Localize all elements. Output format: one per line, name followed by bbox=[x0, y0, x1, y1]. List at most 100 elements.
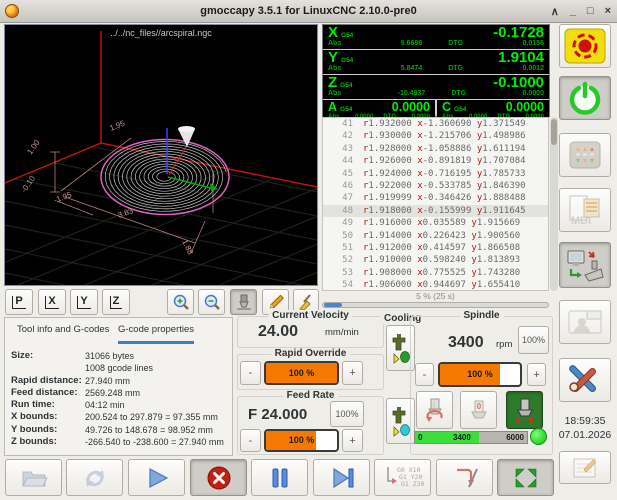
skip-block-button[interactable] bbox=[436, 459, 493, 496]
gcode-line[interactable]: 46 r1.922000 x-0.533785 y1.846390 bbox=[342, 180, 526, 191]
pause-button[interactable] bbox=[251, 459, 308, 496]
mdi-mode-button[interactable]: MDI bbox=[559, 188, 611, 232]
feed-reset-label: 100% bbox=[335, 409, 359, 419]
shade-button[interactable]: ∧ bbox=[550, 5, 559, 18]
dro-axis-z[interactable]: Z G54 -0.1000 Abs -10.4937 DTG 0.0000 bbox=[323, 75, 549, 99]
gcode-line[interactable]: 43 r1.928000 x-1.058886 y1.611194 bbox=[342, 143, 526, 154]
feed-reset-button[interactable]: 100% bbox=[330, 401, 364, 427]
tab-gcode-properties[interactable]: G-code properties bbox=[118, 324, 195, 344]
dro-axis-letter: Z bbox=[328, 74, 338, 91]
view-y-button[interactable]: Y bbox=[70, 289, 98, 315]
gcode-line[interactable]: 44 r1.926000 x-0.891819 y1.707084 bbox=[342, 156, 526, 167]
spindle-plus-button[interactable]: + bbox=[527, 363, 546, 386]
current-velocity-title: Current Velocity bbox=[268, 310, 353, 321]
feed-rate-slider[interactable]: 100 % bbox=[264, 429, 339, 452]
skip-block-icon bbox=[456, 468, 478, 487]
dro-axis-y[interactable]: Y G54 1.9104 Abs 5.8474 DTG 0.0012 bbox=[323, 50, 549, 74]
dimension-label: 1.00 bbox=[25, 138, 42, 156]
auto-mode-button[interactable] bbox=[559, 242, 611, 288]
spindle-rpm-unit: rpm bbox=[496, 339, 513, 350]
notepad-icon bbox=[573, 458, 596, 477]
rapid-override-frame: Rapid Override bbox=[237, 348, 384, 390]
gcode-line[interactable]: 53 r1.908000 x0.775525 y1.743280 bbox=[342, 267, 521, 278]
reload-button[interactable] bbox=[66, 459, 123, 496]
dro-abs-label: Abs bbox=[328, 40, 342, 47]
dimension-label: 1.95 bbox=[108, 118, 126, 132]
current-velocity-unit: mm/min bbox=[325, 327, 359, 338]
user-setup-button[interactable] bbox=[559, 300, 611, 344]
loaded-file-label: ../../nc_files//arcspiral.ngc bbox=[110, 28, 212, 38]
machine-on-button[interactable] bbox=[559, 76, 611, 120]
zoom-in-button[interactable] bbox=[167, 289, 194, 315]
gcode-line[interactable]: 48 r1.918000 x-0.155999 y1.911645 bbox=[323, 204, 548, 218]
view-x-button[interactable]: X bbox=[38, 289, 66, 315]
spindle-override-slider[interactable]: 100 % bbox=[438, 362, 522, 387]
run-progress-fill bbox=[324, 303, 342, 307]
feed-rate-value: 100 % bbox=[288, 435, 315, 445]
dro-abs-label: Abs bbox=[328, 65, 342, 72]
zoom-out-button[interactable] bbox=[198, 289, 225, 315]
gcode-line[interactable]: 49 r1.916000 x0.035589 y1.915669 bbox=[342, 218, 521, 229]
clock-time: 18:59:35 bbox=[564, 415, 606, 427]
gcode-line[interactable]: 45 r1.924000 x-0.716195 y1.785733 bbox=[342, 168, 526, 179]
flood-icon bbox=[392, 407, 410, 437]
estop-button[interactable] bbox=[559, 24, 611, 68]
rapid-minus-button[interactable]: - bbox=[240, 361, 261, 385]
run-from-line-button[interactable]: G0 X10 G1 Y20 G1 Z30 bbox=[374, 459, 431, 496]
gcode-line[interactable]: 51 r1.912000 x0.414597 y1.866508 bbox=[342, 242, 521, 253]
close-button[interactable]: × bbox=[604, 5, 611, 17]
dro-axis-letter: A bbox=[328, 100, 338, 114]
stop-button[interactable] bbox=[190, 459, 247, 496]
open-file-button[interactable] bbox=[5, 459, 62, 496]
mist-icon bbox=[392, 334, 410, 364]
dro-dtg-label: DTG bbox=[448, 40, 463, 47]
gcode-line[interactable]: 50 r1.914000 x0.226423 y1.900560 bbox=[342, 230, 521, 241]
mdi-icon: MDI bbox=[569, 195, 600, 227]
spindle-minus-button[interactable]: - bbox=[415, 363, 434, 386]
gcode-scrollbar[interactable] bbox=[550, 117, 558, 291]
rapid-plus-button[interactable]: + bbox=[342, 361, 363, 385]
dro-abs-value: 9.6698 bbox=[400, 40, 423, 47]
view-p-button[interactable]: P bbox=[5, 289, 33, 315]
manual-mode-button[interactable] bbox=[559, 133, 611, 177]
dro-axis-x[interactable]: X G54 -0.1728 Abs 9.6698 DTG 0.0156 bbox=[323, 25, 549, 49]
feed-plus-button[interactable]: + bbox=[342, 429, 363, 452]
spindle-stop-button[interactable]: 0 bbox=[460, 391, 497, 429]
dro-axis-c[interactable]: C G54 0.0000 Abs 0.0000 DTG 0.0000 bbox=[437, 100, 549, 122]
spindle-speed-bar: 0 3400 6000 bbox=[414, 431, 528, 444]
dro-axis-letter: C bbox=[442, 100, 452, 114]
fullscreen-button[interactable] bbox=[497, 459, 554, 496]
gcode-property-row: Feed distance: 2569.248 mm bbox=[11, 386, 141, 398]
gcode-scrollbar-thumb[interactable] bbox=[551, 119, 557, 145]
toolpath-icon bbox=[236, 294, 251, 310]
run-button[interactable] bbox=[128, 459, 185, 496]
tool-settings-button[interactable] bbox=[559, 358, 611, 402]
spindle-ccw-button[interactable]: | bbox=[416, 391, 453, 429]
feed-plus-label: + bbox=[349, 434, 356, 447]
pause-icon bbox=[272, 468, 287, 487]
gcode-line[interactable]: 42 r1.930000 x-1.215706 y1.498986 bbox=[342, 131, 526, 142]
gremlin-preview[interactable]: 1.95 1.00 -0.10 -1.95 3.83 1.88 ../../nc_file… bbox=[4, 24, 318, 286]
gcode-line[interactable]: 41 r1.932000 x-1.360690 y1.371549 bbox=[342, 119, 526, 129]
maximize-button[interactable]: □ bbox=[586, 5, 594, 17]
toolpath-button[interactable] bbox=[230, 289, 257, 315]
dro-dtg-label: DTG bbox=[448, 65, 463, 72]
info-notebook: Tool info and G-codes G-code properties … bbox=[4, 317, 233, 456]
spindle-reset-button[interactable]: 100% bbox=[518, 326, 549, 354]
dro-coord-system: G54 bbox=[454, 106, 467, 113]
gcode-property-row: X bounds: 200.524 to 297.879 = 97.355 mm bbox=[11, 411, 218, 423]
view-z-button[interactable]: Z bbox=[102, 289, 130, 315]
minimize-button[interactable]: _ bbox=[569, 5, 576, 17]
step-button[interactable] bbox=[313, 459, 370, 496]
gcode-line[interactable]: 54 r1.906000 x0.944697 y1.655410 bbox=[342, 280, 521, 291]
feed-minus-button[interactable]: - bbox=[240, 429, 261, 452]
window-title: gmoccapy 3.5.1 for LinuxCNC 2.10.0-pre0 bbox=[200, 5, 417, 17]
gcode-list[interactable]: 41 r1.932000 x-1.360690 y1.371549 42 r1.930… bbox=[322, 117, 549, 291]
gcode-line[interactable]: 52 r1.910000 x0.598240 y1.813893 bbox=[342, 255, 521, 266]
tab-tool-info[interactable]: Tool info and G-codes bbox=[17, 324, 110, 335]
gcode-line[interactable]: 47 r1.919999 x-0.346426 y1.888488 bbox=[342, 193, 526, 204]
current-velocity-value: 24.00 bbox=[258, 323, 299, 340]
rapid-override-slider[interactable]: 100 % bbox=[264, 361, 339, 385]
notes-button[interactable] bbox=[559, 451, 611, 484]
spindle-cw-button[interactable] bbox=[506, 391, 543, 429]
